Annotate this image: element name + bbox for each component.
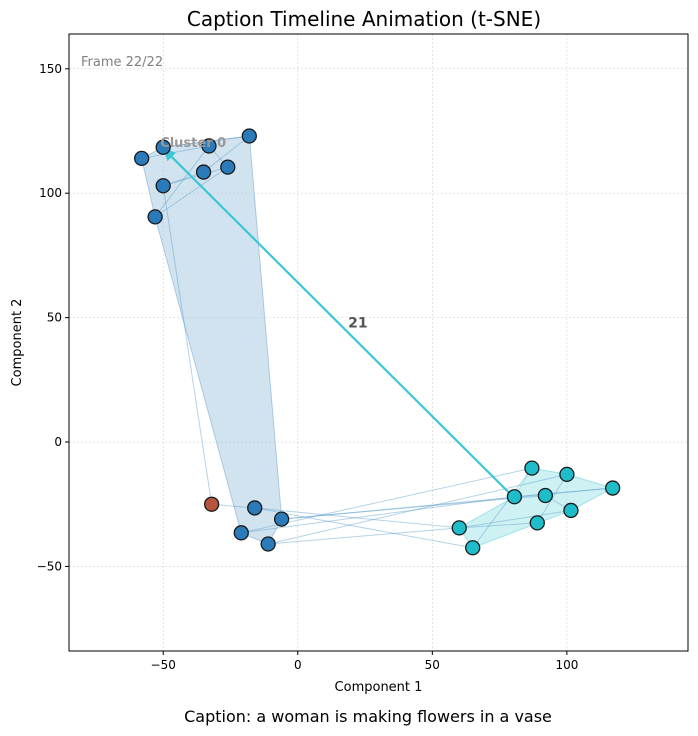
trail-edges bbox=[141, 135, 613, 549]
data-point bbox=[203, 496, 220, 512]
plot-frame bbox=[68, 33, 689, 652]
x-tick-label: 0 bbox=[294, 658, 302, 672]
points bbox=[134, 128, 621, 556]
trail-edge bbox=[281, 495, 546, 520]
trail-edge bbox=[268, 473, 568, 545]
trail-edge bbox=[154, 166, 229, 218]
data-point bbox=[155, 178, 171, 194]
data-point bbox=[147, 209, 163, 225]
caption: Caption: a woman is making flowers in a … bbox=[184, 707, 552, 726]
data-point bbox=[134, 150, 150, 167]
data-point bbox=[604, 480, 621, 496]
data-point bbox=[559, 466, 575, 483]
cluster-label: Cluster 0 bbox=[160, 136, 226, 151]
trail-edge bbox=[514, 487, 613, 498]
trail-edge bbox=[241, 496, 515, 534]
data-point bbox=[529, 515, 545, 531]
data-point bbox=[233, 525, 249, 541]
data-point bbox=[537, 487, 554, 504]
data-point bbox=[241, 128, 257, 144]
trail-edge bbox=[268, 527, 460, 545]
chart-title: Caption Timeline Animation (t-SNE) bbox=[187, 7, 541, 31]
arrow-line bbox=[162, 147, 514, 498]
y-tick-label: 100 bbox=[39, 186, 62, 200]
annotations: Cluster 0 21 bbox=[160, 136, 367, 332]
data-point bbox=[260, 536, 276, 552]
trail-edge bbox=[254, 507, 473, 549]
trail-edge bbox=[459, 509, 572, 529]
trail-edge bbox=[254, 507, 460, 529]
data-point bbox=[506, 489, 523, 505]
cluster-hull bbox=[458, 467, 614, 549]
x-tick-label: 100 bbox=[555, 658, 578, 672]
cluster-hulls bbox=[141, 135, 614, 549]
trail-edge bbox=[459, 522, 538, 529]
data-point bbox=[195, 164, 212, 180]
y-tick-label: 150 bbox=[39, 62, 62, 76]
data-point bbox=[451, 520, 467, 536]
arrow-label: 21 bbox=[348, 316, 367, 332]
data-point bbox=[273, 511, 290, 527]
grid bbox=[69, 34, 688, 651]
x-tick-label: −50 bbox=[151, 658, 176, 672]
axis-ticks: −50 0 50 100 −50 0 50 100 150 bbox=[37, 62, 579, 672]
trail-edge bbox=[141, 145, 210, 159]
y-tick-label: 0 bbox=[54, 435, 62, 449]
y-tick-label: 50 bbox=[47, 311, 62, 325]
trail-edge bbox=[154, 145, 210, 218]
y-axis-label: Component 2 bbox=[10, 299, 25, 387]
data-point bbox=[201, 138, 217, 154]
data-point bbox=[465, 540, 481, 556]
trail-edge bbox=[281, 487, 613, 520]
trail-edge bbox=[162, 185, 213, 505]
trail-edge bbox=[163, 166, 228, 187]
data-point bbox=[563, 502, 579, 519]
data-point bbox=[247, 500, 263, 516]
trail-edge bbox=[203, 135, 250, 173]
x-tick-label: 50 bbox=[425, 658, 440, 672]
y-tick-label: −50 bbox=[37, 559, 62, 573]
data-point bbox=[155, 139, 171, 155]
trail-edge bbox=[472, 467, 533, 549]
cluster-hull bbox=[141, 135, 283, 545]
x-axis-label: Component 1 bbox=[335, 680, 423, 695]
frame-label: Frame 22/22 bbox=[81, 55, 163, 70]
data-point bbox=[220, 159, 236, 175]
data-point bbox=[524, 460, 540, 476]
trail-edge bbox=[241, 467, 533, 534]
